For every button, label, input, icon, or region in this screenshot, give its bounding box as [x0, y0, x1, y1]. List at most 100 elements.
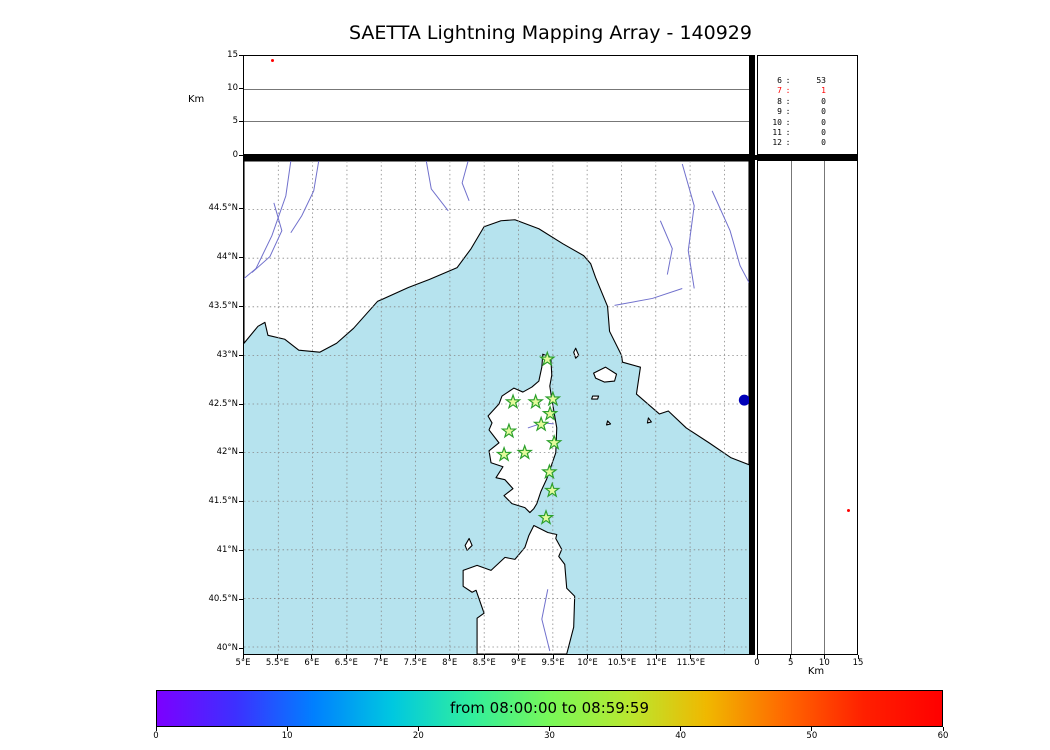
river [425, 161, 449, 212]
lightning-sources [738, 394, 749, 406]
alt-lat-gridline [790, 161, 792, 654]
lma-station-marker [541, 463, 558, 480]
station-count-value: 0 [821, 127, 826, 137]
lat-tick-mark [239, 403, 243, 405]
station-count-colon: : [785, 86, 791, 96]
colorbar-tick-label: 10 [281, 731, 293, 741]
lon-tick-mark [311, 655, 313, 659]
alt-lat-gridline [823, 161, 825, 654]
station-count-colon: : [785, 96, 791, 106]
lat-tick-label: 42.5°N [208, 398, 238, 409]
station-count-value: 0 [821, 107, 826, 117]
continental-coastline [244, 161, 749, 466]
river [461, 161, 470, 202]
lon-tick-mark [345, 655, 347, 659]
alt-lat-tick-label: 15 [852, 658, 864, 668]
river [659, 220, 673, 275]
lat-tick-mark [239, 257, 243, 259]
lon-tick-label: 8.5°E [472, 658, 496, 668]
lat-tick-label: 40°N [216, 642, 238, 653]
station-count-value: 0 [821, 117, 826, 127]
lon-tick-mark [587, 655, 588, 659]
map-gridlines [244, 161, 749, 654]
plot-title: SAETTA Lightning Mapping Array - 140929 [349, 22, 752, 44]
lma-station-marker [541, 404, 559, 421]
lma-station-marker [495, 445, 513, 462]
elba-island [593, 366, 618, 383]
lma-station-marker [532, 415, 550, 432]
lon-tick-mark [690, 655, 692, 659]
colorbar-tick-label: 50 [806, 731, 818, 741]
lon-tick-label: 11°E [646, 658, 667, 668]
station-count-row: 11: 0 [758, 128, 857, 138]
river [290, 161, 320, 233]
station-count-colon: : [785, 76, 791, 85]
lat-tick-mark [239, 354, 243, 356]
station-count-value: 53 [816, 76, 826, 85]
lat-tick-mark [239, 549, 243, 551]
alt-lat-tick-mark [790, 655, 792, 659]
lat-tick-mark [239, 305, 243, 307]
river [614, 288, 683, 306]
lma-station-marker [537, 508, 555, 525]
colorbar-tick-label: 60 [937, 731, 949, 741]
station-count-panel: 6: 53 7: 1 8: 0 9: 0 10: 0 11: 0 12: 0 [757, 55, 858, 155]
lon-tick-mark [449, 655, 451, 659]
lma-station-marker [500, 422, 518, 439]
lon-tick-mark [552, 655, 554, 659]
source-dot-alt-time [271, 59, 275, 63]
lon-tick-label: 6.5°E [334, 658, 358, 668]
alt-lat-xlabel: Km [807, 666, 825, 677]
lon-tick-mark [483, 655, 485, 659]
lma-stations [495, 350, 563, 525]
station-count-colon: : [785, 107, 791, 117]
alt-time-ylabel: Km [188, 94, 205, 105]
lon-tick-label: 7.5°E [403, 658, 427, 668]
lma-station-marker [504, 393, 522, 410]
colorbar-tick-label: 20 [412, 731, 424, 741]
station-count-label: 11 [772, 127, 782, 137]
lat-tick-mark [239, 208, 243, 210]
panel-divider-vertical [749, 55, 755, 655]
alt-lat-tick-label: 10 [818, 658, 830, 668]
alt-tick-label: 5 [232, 116, 238, 127]
map-canvas [244, 161, 749, 654]
lat-tick-label: 43.5°N [208, 300, 238, 311]
station-count-row: 12: 0 [758, 138, 857, 148]
station-count-value: 0 [821, 138, 826, 148]
lon-tick-label: 8°E [442, 658, 458, 668]
lon-tick-label: 6°E [304, 658, 320, 668]
alt-time-gridline [244, 121, 749, 123]
station-count-label: 7 [777, 86, 782, 96]
alt-lat-tick-label: 5 [787, 658, 794, 668]
lon-tick-mark [276, 655, 278, 659]
lma-station-marker [516, 443, 534, 460]
lon-tick-label: 5.5°E [265, 658, 289, 668]
time-colorbar: from 08:00:00 to 08:59:59 [156, 690, 943, 727]
river [251, 202, 283, 273]
lon-tick-label: 10.5°E [607, 658, 637, 668]
lat-tick-label: 41°N [216, 544, 238, 555]
source-dot-alt-lat [846, 509, 850, 513]
colorbar-tick-label: 0 [153, 731, 159, 741]
alt-lat-tick-label: 0 [754, 658, 760, 668]
lat-tick-label: 44.5°N [208, 203, 238, 214]
lon-tick-label: 5°E [235, 658, 251, 668]
colorbar-tick-mark [680, 727, 682, 731]
river [681, 163, 695, 289]
corsica-island [487, 353, 558, 514]
colorbar-tick-mark [286, 727, 288, 731]
colorbar-tick-label: 40 [675, 731, 687, 741]
lon-tick-mark [414, 655, 416, 659]
lma-station-marker [544, 390, 562, 407]
station-count-label: 6 [777, 76, 782, 85]
station-count-row: 6: 53 [758, 76, 857, 86]
lon-tick-mark [380, 655, 382, 659]
river [711, 190, 749, 283]
lon-tick-label: 10°E [577, 658, 598, 668]
lon-tick-label: 7°E [373, 658, 389, 668]
station-count-row: 8: 0 [758, 97, 857, 107]
montecristo-island [606, 420, 612, 426]
lon-tick-label: 9.5°E [541, 658, 565, 668]
